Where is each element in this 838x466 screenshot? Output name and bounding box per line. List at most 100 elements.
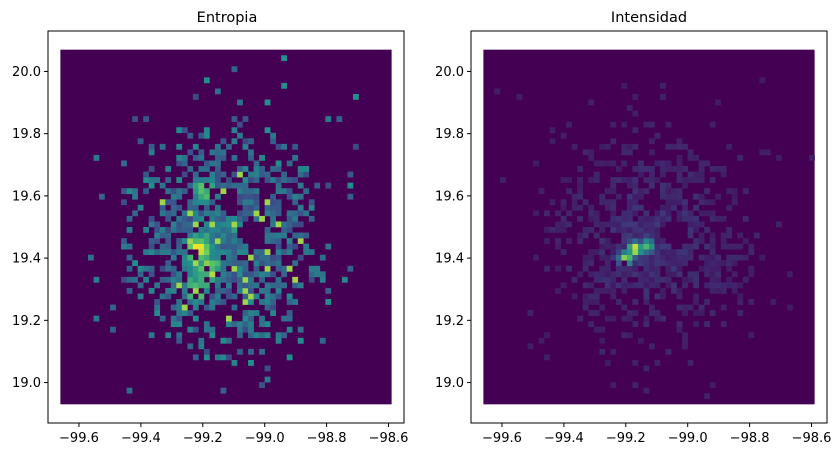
- heatmap-cell: [248, 348, 254, 355]
- heatmap-cell: [187, 343, 194, 350]
- heatmap-cell: [259, 271, 265, 278]
- heatmap-cell: [176, 154, 183, 161]
- heatmap-cell: [676, 160, 683, 167]
- heatmap-cell: [281, 265, 288, 272]
- heatmap-cell: [292, 143, 299, 150]
- y-tick-label: 19.6: [12, 189, 41, 204]
- heatmap-cell: [643, 276, 650, 283]
- heatmap-cell: [237, 171, 243, 178]
- heatmap-cell: [270, 177, 276, 183]
- heatmap-cell: [286, 315, 293, 322]
- heatmap-cell: [626, 232, 633, 239]
- heatmap-cell: [292, 177, 299, 183]
- heatmap-cell: [588, 227, 595, 233]
- heatmap-cell: [214, 171, 221, 178]
- heatmap-cell: [270, 299, 276, 305]
- heatmap-cell: [231, 321, 238, 328]
- heatmap-cell: [588, 215, 595, 222]
- heatmap-cell: [264, 227, 271, 233]
- heatmap-cell: [693, 177, 699, 183]
- heatmap-cell: [248, 149, 254, 156]
- heatmap-cell: [176, 332, 183, 339]
- heatmap-cell: [588, 149, 595, 156]
- heatmap-cell: [264, 249, 271, 256]
- heatmap-cell: [748, 265, 755, 272]
- heatmap-cell: [253, 271, 260, 278]
- heatmap-cell: [676, 304, 683, 311]
- heatmap-cell: [192, 221, 199, 228]
- heatmap-cell: [599, 199, 606, 206]
- heatmap-cell: [264, 210, 271, 217]
- heatmap-cell: [626, 315, 633, 322]
- heatmap-cell: [643, 232, 650, 239]
- heatmap-cell: [264, 171, 271, 178]
- heatmap-cell: [237, 332, 243, 339]
- heatmap-cell: [649, 276, 655, 283]
- heatmap-cell: [165, 260, 172, 267]
- heatmap-cell: [643, 282, 650, 289]
- heatmap-cell: [253, 171, 260, 178]
- heatmap-cell: [297, 182, 304, 189]
- heatmap-cell: [176, 188, 183, 195]
- heatmap-cell: [649, 221, 655, 228]
- heatmap-cell: [264, 293, 271, 300]
- heatmap-cell: [621, 254, 628, 261]
- heatmap-cell: [676, 215, 683, 222]
- heatmap-cell: [220, 182, 227, 189]
- heatmap-cell: [259, 299, 265, 305]
- heatmap-cell: [593, 276, 600, 283]
- heatmap-cells: [60, 49, 392, 405]
- heatmap-cell: [270, 271, 276, 278]
- heatmap-cell: [242, 182, 249, 189]
- heatmap-cell: [632, 310, 639, 316]
- heatmap-cell: [242, 315, 249, 322]
- heatmap-cell: [264, 376, 271, 383]
- heatmap-cell: [347, 182, 354, 189]
- heatmap-cell: [632, 265, 639, 272]
- y-tick-label: 19.2: [12, 314, 41, 329]
- heatmap-cell: [270, 199, 276, 206]
- heatmap-cell: [566, 238, 573, 244]
- heatmap-cell: [281, 82, 288, 89]
- heatmap-cell: [220, 271, 227, 278]
- heatmap-cell: [231, 171, 238, 178]
- heatmap-cell: [286, 160, 293, 167]
- heatmap-cell: [693, 215, 699, 222]
- heatmap-cell: [660, 249, 666, 256]
- heatmap-cell: [649, 227, 655, 233]
- heatmap-cell: [704, 188, 711, 195]
- heatmap-cell: [347, 265, 354, 272]
- heatmap-cell: [566, 210, 573, 217]
- heatmap-cell: [665, 249, 672, 256]
- heatmap-cell: [599, 348, 606, 355]
- heatmap-cell: [649, 343, 655, 350]
- heatmap-cell: [275, 232, 282, 239]
- y-axis: 19.0 19.2 19.4 19.6 19.8 20.0: [12, 65, 48, 391]
- heatmap-cell: [604, 276, 611, 283]
- heatmap-cell: [237, 215, 243, 222]
- heatmap-cell: [720, 171, 727, 178]
- heatmap-cell: [259, 171, 265, 178]
- heatmap-cell: [660, 276, 666, 283]
- heatmap-cell: [209, 265, 216, 272]
- heatmap-cell: [203, 238, 210, 244]
- heatmap-cell: [187, 182, 194, 189]
- heatmap-cell: [292, 210, 299, 217]
- heatmap-cell: [121, 160, 127, 167]
- heatmap-cell: [281, 55, 288, 62]
- heatmap-cell: [209, 210, 216, 217]
- heatmap-cell: [220, 243, 227, 250]
- heatmap-cell: [615, 271, 622, 278]
- heatmap-cell: [214, 143, 221, 150]
- heatmap-cell: [231, 293, 238, 300]
- heatmap-cell: [682, 332, 688, 339]
- heatmap-cell: [649, 254, 655, 261]
- heatmap-cell: [214, 215, 221, 222]
- heatmap-cell: [566, 221, 573, 228]
- heatmap-cell: [632, 360, 639, 366]
- heatmap-cell: [308, 265, 315, 272]
- heatmap-cell: [187, 238, 194, 244]
- heatmap-cell: [687, 171, 694, 178]
- heatmap-cell: [264, 304, 271, 311]
- heatmap-cell: [264, 299, 271, 305]
